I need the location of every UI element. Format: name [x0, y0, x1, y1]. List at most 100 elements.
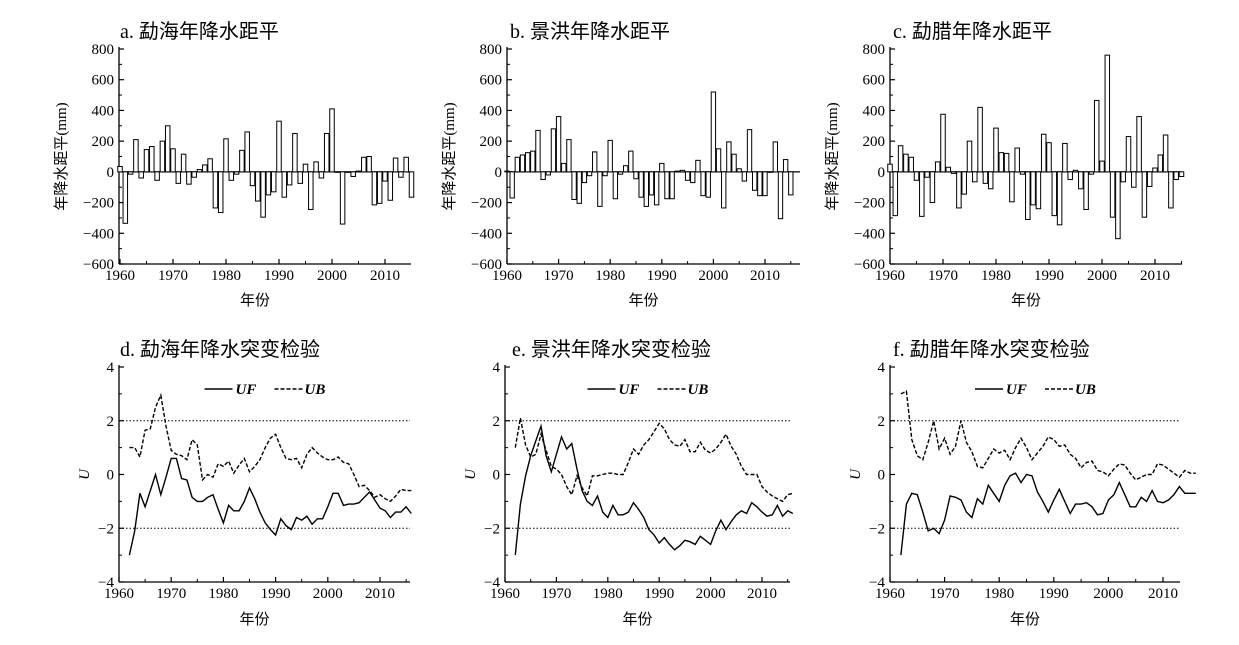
bar-2004 [350, 171, 356, 177]
bar-1992 [1056, 171, 1063, 226]
y-tick-label: 400 [480, 103, 503, 119]
legend-uf-label: UF [1006, 382, 1027, 398]
x-axis-label: 年份 [1010, 611, 1040, 628]
y-tick-label: 400 [92, 103, 115, 119]
x-tick-label: 1970 [930, 586, 960, 602]
bar-1998 [700, 171, 706, 197]
bar-2005 [1125, 136, 1132, 173]
series-uf-line [514, 423, 794, 556]
bar-2002 [721, 171, 727, 209]
bar-1983 [239, 149, 245, 173]
bar-2005 [355, 170, 362, 173]
bar-1997 [695, 159, 701, 173]
bar-1995 [302, 163, 309, 173]
bar-1962 [897, 145, 904, 173]
bar-1995 [684, 171, 691, 181]
bar-1974 [576, 171, 582, 204]
y-tick-label: −400 [83, 226, 114, 242]
x-axis-label: 年份 [1011, 292, 1041, 309]
bar-1997 [313, 161, 319, 173]
bar-1988 [648, 171, 655, 196]
x-tick-label: 1980 [211, 268, 241, 284]
y-tick-label: −4 [869, 575, 885, 591]
y-tick-label: 2 [493, 414, 501, 430]
y-tick-label: 400 [863, 103, 886, 119]
bar-1977 [207, 158, 213, 173]
bar-1974 [961, 171, 967, 195]
bar-1965 [530, 150, 536, 173]
bar-2000 [329, 108, 335, 173]
bar-1989 [270, 171, 277, 193]
y-tick-label: 0 [107, 468, 115, 484]
bar-1982 [617, 171, 624, 175]
y-tick-label: 2 [107, 414, 115, 430]
bar-2007 [1136, 116, 1142, 173]
y-axis-label: U [77, 468, 93, 480]
bar-1990 [659, 162, 665, 173]
bar-1967 [540, 171, 546, 181]
bar-2011 [767, 171, 773, 173]
bar-1974 [191, 171, 197, 178]
bar-1972 [566, 139, 572, 173]
bar-2012 [392, 157, 399, 173]
bar-1973 [571, 171, 577, 201]
bar-1965 [913, 171, 920, 181]
y-tick-label: −4 [484, 575, 500, 591]
x-axis-label: 年份 [628, 292, 658, 309]
bar-1987 [260, 171, 266, 218]
bar-1977 [592, 151, 598, 173]
bar-1964 [908, 156, 914, 173]
bar-1992 [286, 171, 293, 186]
bar-1993 [1062, 142, 1068, 173]
y-tick-label: 0 [495, 165, 503, 181]
x-tick-label: 1980 [981, 268, 1011, 284]
y-tick-label: −400 [854, 226, 885, 242]
y-tick-label: −400 [471, 226, 502, 242]
x-axis-label: 年份 [622, 611, 652, 628]
bar-2006 [741, 171, 748, 182]
y-tick-label: 200 [863, 134, 886, 150]
y-tick-label: −600 [83, 257, 114, 273]
bar-1963 [903, 153, 909, 173]
bar-2007 [366, 156, 372, 173]
y-tick-label: 600 [863, 73, 886, 89]
bar-1988 [1035, 171, 1042, 210]
bar-1975 [581, 171, 588, 184]
bar-1986 [638, 171, 644, 198]
x-tick-label: 2010 [370, 268, 400, 284]
bar-1978 [982, 171, 989, 184]
x-tick-label: 2010 [747, 586, 777, 602]
bar-1994 [1067, 171, 1073, 181]
bar-2010 [382, 171, 388, 182]
bar-2006 [361, 156, 367, 173]
x-tick-label: 1960 [492, 268, 522, 284]
bar-1964 [524, 152, 531, 173]
bar-1993 [674, 170, 680, 173]
bar-1997 [1083, 171, 1089, 210]
bar-2011 [387, 171, 394, 201]
bar-1981 [998, 152, 1005, 173]
bar-1969 [550, 128, 557, 173]
x-tick-label: 1970 [158, 268, 188, 284]
bar-1968 [545, 171, 551, 176]
bar-1967 [154, 171, 160, 181]
bar-2014 [403, 156, 409, 173]
bar-1999 [323, 132, 330, 173]
y-tick-label: 800 [480, 42, 503, 58]
y-tick-label: −2 [484, 521, 500, 537]
bar-1962 [514, 156, 521, 173]
bar-1976 [202, 164, 208, 173]
bar-1975 [196, 169, 203, 173]
x-tick-label: 1960 [490, 586, 520, 602]
bar-1989 [653, 171, 660, 206]
panel-title: f. 勐腊年降水突变检验 [893, 338, 1090, 361]
bar-1981 [228, 171, 235, 181]
bar-1972 [180, 153, 187, 173]
y-tick-label: −4 [98, 575, 114, 591]
bar-1980 [607, 139, 613, 173]
bar-1968 [159, 140, 166, 173]
bar-1984 [1014, 147, 1020, 173]
bar-1983 [623, 165, 629, 173]
bar-1985 [1019, 171, 1026, 175]
